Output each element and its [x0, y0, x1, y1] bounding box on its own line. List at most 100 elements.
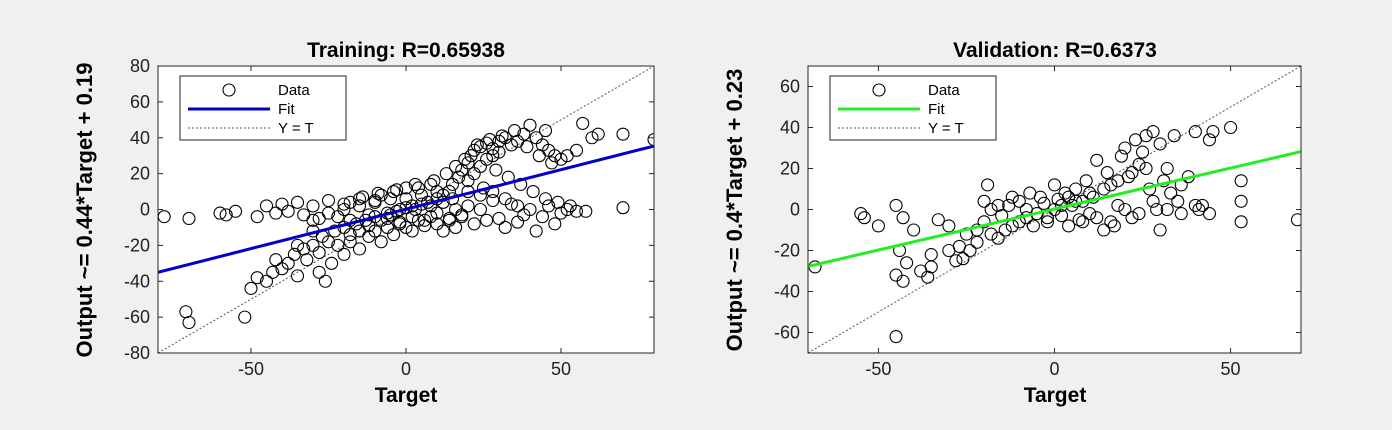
y-tick-label: -20	[124, 235, 150, 255]
data-point	[312, 246, 326, 260]
data-point	[321, 206, 336, 220]
data-point	[504, 138, 518, 152]
data-point	[473, 140, 487, 154]
data-point	[393, 217, 407, 231]
data-point	[1202, 133, 1216, 147]
data-point	[984, 227, 998, 241]
fit-line	[808, 150, 1301, 268]
legend-label-identity: Y = T	[278, 120, 314, 137]
data-point	[486, 149, 500, 163]
data-point	[1139, 129, 1153, 143]
data-point	[532, 149, 546, 163]
data-point	[538, 124, 553, 138]
data-point	[368, 224, 382, 238]
data-point	[1062, 190, 1076, 204]
data-point	[514, 177, 528, 191]
data-point	[436, 224, 450, 238]
data-point	[1139, 161, 1153, 176]
legend-label-fit: Fit	[278, 101, 295, 118]
x-tick-label: -50	[865, 359, 891, 379]
data-point	[458, 152, 472, 166]
data-point	[896, 211, 910, 225]
data-point	[179, 305, 193, 319]
data-point	[529, 224, 543, 238]
data-point	[896, 274, 910, 288]
data-point	[343, 235, 357, 249]
y-tick-label: 80	[130, 56, 150, 76]
data-point	[991, 198, 1005, 212]
validation-regression-plot: Validation: R=0.6373 Target Output ~= 0.…	[722, 39, 1302, 407]
data-point	[430, 206, 444, 220]
y-tick-label: 40	[780, 118, 800, 138]
data-point	[480, 152, 494, 166]
data-point	[1037, 196, 1051, 210]
data-point	[984, 202, 998, 217]
y-tick-label: 40	[130, 128, 150, 148]
data-point	[520, 140, 534, 154]
data-point	[1202, 207, 1216, 221]
legend-label-identity: Y = T	[928, 120, 964, 137]
data-point	[1174, 207, 1188, 221]
data-point	[535, 210, 549, 224]
data-point	[495, 129, 509, 143]
data-point	[405, 210, 419, 224]
data-point	[290, 238, 305, 252]
y-tick-label: 0	[140, 200, 150, 220]
data-point	[585, 131, 599, 145]
data-point	[371, 186, 385, 200]
x-axis-label: Target	[1024, 384, 1087, 407]
data-point	[455, 210, 469, 224]
data-point	[321, 193, 336, 208]
data-point	[1146, 125, 1160, 139]
data-point	[281, 204, 295, 218]
data-point	[306, 199, 320, 213]
data-point	[269, 253, 283, 267]
data-point	[399, 192, 413, 206]
data-point	[343, 228, 357, 242]
data-point	[647, 132, 654, 147]
data-point	[548, 217, 562, 231]
data-point	[492, 145, 506, 159]
data-point	[439, 167, 453, 181]
training-regression-plot: Training: R=0.65938 Target Output ~= 0.4…	[72, 39, 655, 407]
data-point	[1104, 215, 1118, 229]
data-point	[1097, 182, 1111, 196]
data-point	[473, 202, 487, 217]
data-point	[362, 208, 376, 222]
data-point	[857, 211, 871, 225]
y-tick-label: -60	[774, 323, 800, 343]
data-point	[991, 231, 1005, 245]
data-point	[1290, 213, 1301, 227]
data-point	[511, 199, 525, 213]
data-point	[328, 224, 342, 238]
data-point	[1090, 211, 1104, 225]
data-point	[405, 224, 419, 238]
data-point	[480, 213, 494, 227]
data-point	[924, 248, 938, 262]
data-point	[569, 143, 584, 157]
data-point	[1111, 198, 1125, 212]
y-tick-label: -40	[124, 271, 150, 291]
data-point	[300, 253, 314, 267]
data-point	[1153, 137, 1167, 151]
data-point	[352, 242, 367, 256]
data-point	[560, 202, 574, 217]
y-tick-label: -60	[124, 307, 150, 327]
legend-label-data: Data	[278, 82, 310, 99]
legend: Data Fit Y = T	[829, 75, 997, 141]
legend-data-marker	[872, 83, 886, 97]
data-point	[290, 195, 305, 209]
data-point	[418, 213, 432, 227]
data-point	[1111, 174, 1125, 188]
data-point	[542, 199, 556, 213]
chart-title: Training: R=0.65938	[307, 39, 505, 62]
data-point	[259, 199, 274, 213]
y-tick-label: 20	[130, 164, 150, 184]
data-point	[889, 198, 903, 212]
data-point	[228, 204, 243, 218]
y-tick-label: 0	[790, 200, 800, 220]
data-point	[616, 127, 630, 141]
data-point	[374, 235, 388, 249]
data-point	[977, 194, 991, 208]
